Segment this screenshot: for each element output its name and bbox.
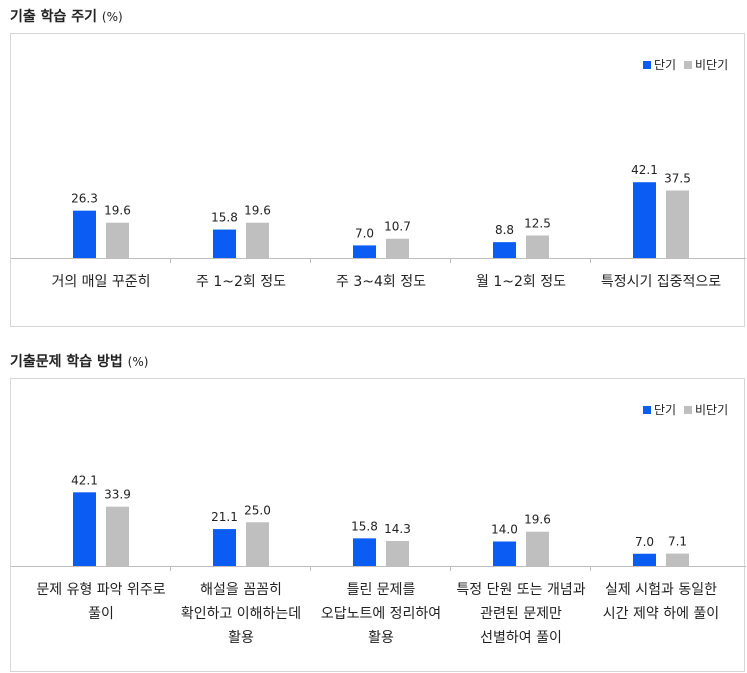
bar-long-5 xyxy=(666,190,689,258)
chart-1-svg: 단기 비단기 26.3 19.6 거의 매일 꾸준히 15.8 19.6 주 1~2회 정도 7… xyxy=(11,58,746,290)
bar-short-1 xyxy=(73,210,96,258)
category-label-5: 시간 제약 하에 풀이 xyxy=(603,606,719,622)
category-label-2: 확인하고 이해하는데 xyxy=(181,606,301,622)
chart-1-unit: (%) xyxy=(101,10,123,24)
data-label: 33.9 xyxy=(104,488,131,502)
category-label-2: 해설을 꼼꼼히 xyxy=(200,582,282,598)
data-label: 7.1 xyxy=(668,535,687,549)
data-label: 21.1 xyxy=(211,510,238,524)
legend-swatch-1 xyxy=(643,61,651,69)
bar-short-5 xyxy=(633,182,656,258)
bar-long-5 xyxy=(666,553,689,566)
category-label-2: 활용 xyxy=(228,630,254,646)
chart-1-title: 기출 학습 주기 xyxy=(10,9,98,25)
legend-swatch-1 xyxy=(643,406,651,414)
category-label-5: 특정시기 집중적으로 xyxy=(601,274,721,290)
bar-long-3 xyxy=(386,238,409,258)
category-label-1: 문제 유형 파악 위주로 xyxy=(36,582,165,598)
category-label-1: 거의 매일 꾸준히 xyxy=(51,274,150,290)
data-label: 25.0 xyxy=(244,503,271,517)
category-label-3: 활용 xyxy=(368,630,394,646)
data-label: 15.8 xyxy=(351,519,378,533)
bar-long-1 xyxy=(106,506,129,566)
bar-long-4 xyxy=(526,235,549,258)
category-label-4: 선별하여 풀이 xyxy=(480,630,562,646)
chart-2-title: 기출문제 학습 방법 xyxy=(10,354,123,370)
legend-swatch-2 xyxy=(684,406,692,414)
bar-short-2 xyxy=(213,229,236,258)
bar-short-4 xyxy=(493,242,516,258)
bar-long-4 xyxy=(526,531,549,566)
data-label: 8.8 xyxy=(495,223,514,237)
bar-short-2 xyxy=(213,529,236,566)
category-label-4: 월 1~2회 정도 xyxy=(476,274,566,290)
data-label: 37.5 xyxy=(664,172,691,186)
legend-label-2: 비단기 xyxy=(695,403,728,417)
data-label: 10.7 xyxy=(384,220,411,234)
chart-2-heading: 기출문제 학습 방법 (%) xyxy=(10,351,148,371)
bar-short-1 xyxy=(73,492,96,566)
legend-label-2: 비단기 xyxy=(695,58,728,72)
category-label-3: 틀린 문제를 xyxy=(347,582,416,598)
data-label: 14.0 xyxy=(491,523,518,537)
chart-2-unit: (%) xyxy=(127,355,149,369)
bar-short-3 xyxy=(353,538,376,566)
bar-short-5 xyxy=(633,553,656,566)
data-label: 14.3 xyxy=(384,522,411,536)
bar-short-3 xyxy=(353,245,376,258)
category-label-5: 실제 시험과 동일한 xyxy=(605,582,717,598)
chart-1-panel: 단기 비단기 26.3 19.6 거의 매일 꾸준히 15.8 19.6 주 1~2회 정도 7… xyxy=(10,33,746,327)
data-label: 12.5 xyxy=(524,217,551,231)
category-label-4: 관련된 문제만 xyxy=(480,606,562,622)
data-label: 42.1 xyxy=(631,163,658,177)
bar-long-1 xyxy=(106,222,129,258)
category-label-3: 주 3~4회 정도 xyxy=(336,274,426,290)
data-label: 7.0 xyxy=(355,226,374,240)
bar-long-2 xyxy=(246,522,269,566)
chart-1-heading: 기출 학습 주기 (%) xyxy=(10,6,123,26)
data-label: 26.3 xyxy=(71,192,98,206)
data-label: 42.1 xyxy=(71,473,98,487)
category-label-1: 풀이 xyxy=(88,606,114,622)
data-label: 19.6 xyxy=(244,204,271,218)
data-label: 7.0 xyxy=(635,535,654,549)
legend-label-1: 단기 xyxy=(654,403,676,417)
bar-short-4 xyxy=(493,541,516,566)
bar-long-2 xyxy=(246,222,269,258)
category-label-4: 특정 단원 또는 개념과 xyxy=(456,582,585,598)
data-label: 19.6 xyxy=(524,513,551,527)
legend-swatch-2 xyxy=(684,61,692,69)
bar-long-3 xyxy=(386,540,409,566)
data-label: 19.6 xyxy=(104,204,131,218)
category-label-3: 오답노트에 정리하여 xyxy=(321,606,441,622)
category-label-2: 주 1~2회 정도 xyxy=(196,274,286,290)
data-label: 15.8 xyxy=(211,211,238,225)
legend-label-1: 단기 xyxy=(654,58,676,72)
